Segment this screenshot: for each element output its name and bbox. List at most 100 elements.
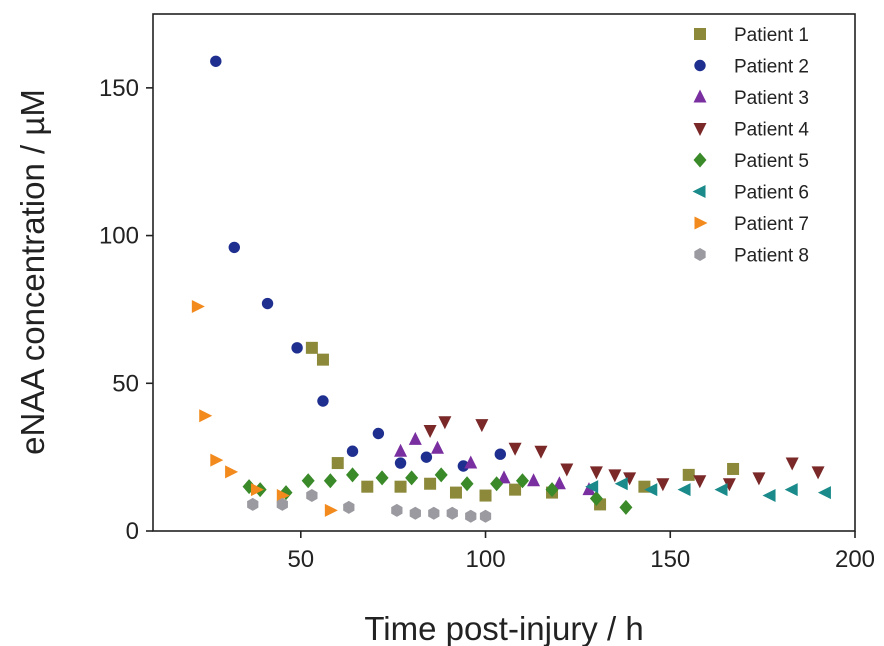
data-point — [762, 489, 776, 503]
legend: Patient 1 Patient 2 Patient 3 Patient 4 Pati… — [692, 25, 809, 267]
data-point — [343, 500, 355, 514]
legend-label: Patient 2 — [734, 57, 809, 78]
data-point — [438, 416, 452, 430]
data-point — [460, 476, 474, 492]
data-point — [479, 509, 492, 523]
legend-marker — [693, 152, 707, 168]
data-point — [247, 497, 259, 511]
data-point — [420, 451, 433, 463]
legend-label: Patient 1 — [734, 25, 809, 46]
data-point — [408, 431, 422, 445]
data-point — [464, 455, 478, 469]
x-tick-label-50: 50 — [287, 546, 314, 573]
series-patient-8 — [247, 489, 492, 523]
data-point — [784, 483, 798, 497]
legend-item: Patient 3 — [693, 88, 809, 109]
data-point — [361, 480, 374, 493]
data-point — [811, 466, 825, 480]
data-point — [527, 473, 541, 487]
data-point — [457, 460, 470, 472]
data-point — [465, 509, 477, 523]
data-point — [449, 486, 462, 499]
data-point — [394, 457, 407, 469]
data-point — [346, 467, 360, 483]
series-patient-1 — [305, 341, 740, 511]
data-point — [446, 506, 458, 520]
x-tick-label-100: 100 — [466, 546, 506, 573]
series-patient-5 — [242, 467, 633, 515]
legend-marker — [694, 248, 706, 261]
legend-label: Patient 4 — [734, 120, 809, 141]
x-tick-label-150: 150 — [650, 546, 690, 573]
data-point — [191, 299, 205, 313]
legend-label: Patient 5 — [734, 151, 809, 172]
data-point — [722, 478, 736, 492]
legend-marker — [692, 185, 706, 198]
data-point — [817, 486, 831, 500]
series-patient-4 — [423, 416, 825, 492]
data-point — [276, 489, 290, 503]
data-point — [497, 470, 511, 484]
data-point — [508, 442, 522, 456]
plot-frame — [152, 13, 856, 532]
data-point — [423, 425, 437, 439]
data-point — [228, 241, 240, 254]
legend-item: Patient 1 — [694, 25, 809, 46]
data-point — [727, 462, 740, 475]
data-point — [752, 472, 766, 486]
data-points — [191, 55, 831, 523]
data-point — [585, 480, 599, 494]
legend-marker — [693, 123, 707, 136]
data-point — [346, 445, 359, 457]
series-patient-2 — [210, 55, 507, 472]
x-tick-label-200: 200 — [835, 546, 875, 573]
data-point — [714, 483, 728, 497]
data-point — [608, 469, 622, 483]
data-point — [324, 503, 338, 517]
data-point — [305, 341, 318, 354]
data-point — [250, 483, 264, 497]
legend-label: Patient 7 — [734, 214, 809, 235]
legend-marker — [693, 89, 707, 103]
data-point — [291, 342, 303, 354]
y-tick-label-0: 0 — [126, 518, 139, 545]
data-point — [552, 476, 566, 490]
y-axis-title: eNAA concentration / µM — [14, 89, 51, 455]
data-point — [785, 457, 799, 471]
data-point — [424, 477, 437, 490]
data-point — [225, 465, 239, 479]
data-point — [331, 457, 344, 470]
legend-marker — [694, 59, 706, 72]
data-point — [301, 473, 315, 489]
data-point — [394, 443, 408, 457]
data-point — [656, 478, 670, 492]
legend-item: Patient 5 — [693, 151, 809, 172]
data-point — [589, 466, 603, 480]
data-point — [614, 477, 628, 491]
data-point — [582, 482, 596, 496]
data-point — [560, 463, 574, 477]
data-point — [545, 482, 559, 498]
data-point — [515, 473, 529, 489]
data-point — [405, 470, 419, 486]
legend-label: Patient 6 — [734, 183, 809, 204]
data-point — [619, 499, 633, 515]
data-point — [409, 506, 421, 520]
data-point — [375, 470, 389, 486]
data-point — [391, 503, 403, 517]
y-tick-label-100: 100 — [99, 223, 139, 250]
data-point — [644, 483, 658, 497]
data-point — [494, 448, 507, 460]
data-point — [394, 480, 407, 493]
data-point — [534, 445, 548, 459]
data-point — [693, 475, 707, 489]
series-patient-6 — [585, 477, 831, 503]
x-axis-title: Time post-injury / h — [364, 610, 643, 646]
data-point — [317, 395, 329, 407]
axis-ticks: 50 100 150 200 0 50 100 150 — [99, 75, 875, 573]
data-point — [623, 472, 637, 486]
data-point — [589, 491, 603, 507]
legend-label: Patient 8 — [734, 246, 809, 267]
data-point — [316, 353, 329, 366]
legend-item: Patient 8 — [694, 246, 809, 267]
